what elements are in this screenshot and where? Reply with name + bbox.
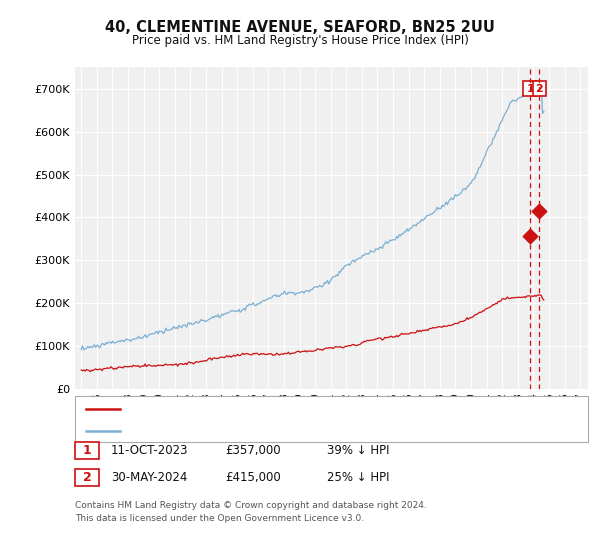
Text: £357,000: £357,000 (225, 444, 281, 458)
Point (535, 207, 544, 216)
Text: HPI: Average price, detached house, Lewes: HPI: Average price, detached house, Lewe… (124, 426, 349, 436)
Text: Price paid vs. HM Land Registry's House Price Index (HPI): Price paid vs. HM Land Registry's House … (131, 34, 469, 46)
Text: 1: 1 (83, 444, 91, 458)
Text: 39% ↓ HPI: 39% ↓ HPI (327, 444, 389, 458)
Text: Contains HM Land Registry data © Crown copyright and database right 2024.
This d: Contains HM Land Registry data © Crown c… (75, 501, 427, 522)
Text: 40, CLEMENTINE AVENUE, SEAFORD, BN25 2UU (detached house): 40, CLEMENTINE AVENUE, SEAFORD, BN25 2UU… (124, 404, 466, 414)
Text: 2: 2 (83, 470, 91, 484)
Text: 2: 2 (535, 83, 543, 94)
Point (526, 231, 535, 240)
Text: 30-MAY-2024: 30-MAY-2024 (111, 470, 187, 484)
Text: 40, CLEMENTINE AVENUE, SEAFORD, BN25 2UU: 40, CLEMENTINE AVENUE, SEAFORD, BN25 2UU (105, 20, 495, 35)
Text: 11-OCT-2023: 11-OCT-2023 (111, 444, 188, 458)
Text: £415,000: £415,000 (225, 470, 281, 484)
Text: 25% ↓ HPI: 25% ↓ HPI (327, 470, 389, 484)
Text: 1: 1 (526, 83, 534, 94)
